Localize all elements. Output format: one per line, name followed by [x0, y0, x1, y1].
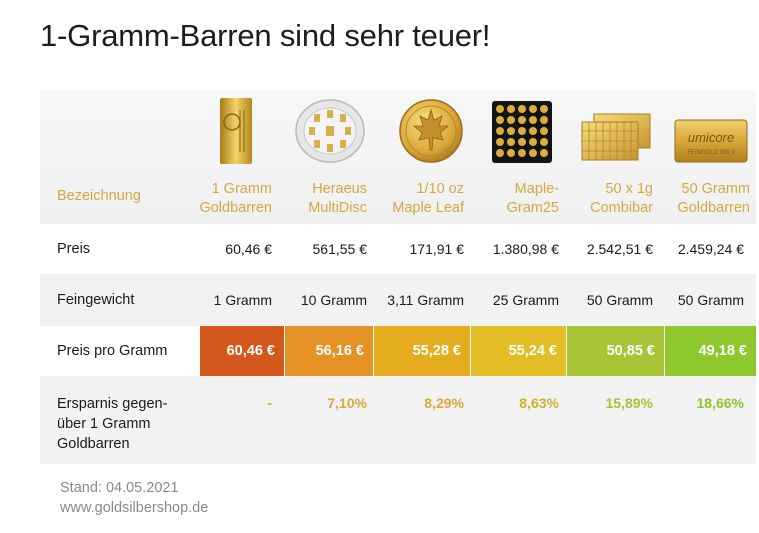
cell-preis-2: 561,55 € [312, 241, 368, 257]
cell-ppg-3: 55,28 € [374, 326, 470, 376]
cell-preis-5: 2.542,51 € [586, 241, 653, 257]
cell-ersparnis-5: 15,89% [605, 395, 653, 411]
cell-feingewicht-6: 50 Gramm [677, 292, 744, 308]
cell-preis-4: 1.380,98 € [492, 241, 559, 257]
cell-ppg-1: 60,46 € [200, 326, 284, 376]
maple-leaf-coin-icon [399, 99, 463, 163]
umicore-logo-text: umicore [688, 130, 734, 145]
cell-ersparnis-1: - [267, 395, 272, 411]
multidisc-icon [295, 99, 365, 163]
gold-bar-1g-icon [220, 98, 252, 164]
cell-feingewicht-2: 10 Gramm [300, 292, 367, 308]
gold-bar-50g-icon: umicore FEINGOLD 999,9 [674, 119, 748, 163]
table-row-preis [40, 224, 756, 274]
umicore-sub-text: FEINGOLD 999,9 [687, 150, 735, 156]
cell-preis-6: 2.459,24 € [677, 241, 744, 257]
cell-feingewicht-4: 25 Gramm [492, 292, 559, 308]
column-header-maple-leaf: 1/10 oz Maple Leaf [392, 181, 464, 216]
row-label-feingewicht: Feingewicht [57, 292, 135, 308]
footer-stand: Stand: 04.05.2021 [60, 480, 179, 496]
cell-ppg-2: 56,16 € [285, 326, 373, 376]
cell-ersparnis-6: 18,66% [696, 395, 744, 411]
comparison-table: umicore FEINGOLD 999,9 Bezeichnung 1 Gra… [40, 90, 756, 464]
cell-ppg-4: 55,24 € [471, 326, 566, 376]
column-header-bezeichnung: Bezeichnung [57, 188, 141, 204]
cell-ppg-6: 49,18 € [665, 326, 756, 376]
column-header-1g-goldbarren: 1 Gramm Goldbarren [199, 181, 272, 216]
combibar-icon [581, 113, 651, 161]
cell-preis-1: 60,46 € [225, 241, 272, 257]
cell-feingewicht-3: 3,11 Gramm [387, 292, 464, 308]
column-header-heraeus-multidisc: Heraeus MultiDisc [308, 181, 367, 216]
cell-feingewicht-1: 1 Gramm [213, 292, 272, 308]
row-label-preis-pro-gramm: Preis pro Gramm [57, 343, 168, 359]
column-header-combibar: 50 x 1g Combibar [590, 181, 653, 216]
maplegram25-icon [492, 101, 552, 163]
column-header-50g-goldbarren: 50 Gramm Goldbarren [677, 181, 750, 216]
row-label-ersparnis: Ersparnis gegen- über 1 Gramm Goldbarren [57, 396, 168, 452]
cell-ersparnis-2: 7,10% [327, 395, 367, 411]
cell-ersparnis-4: 8,63% [519, 395, 559, 411]
cell-ersparnis-3: 8,29% [424, 395, 464, 411]
row-label-preis: Preis [57, 241, 91, 257]
page-title: 1-Gramm-Barren sind sehr teuer! [40, 18, 491, 53]
column-header-maplegram25: Maple- Gram25 [506, 181, 559, 216]
cell-ppg-5: 50,85 € [567, 326, 664, 376]
cell-preis-3: 171,91 € [409, 241, 465, 257]
footer-url: www.goldsilbershop.de [60, 500, 209, 516]
cell-feingewicht-5: 50 Gramm [586, 292, 653, 308]
